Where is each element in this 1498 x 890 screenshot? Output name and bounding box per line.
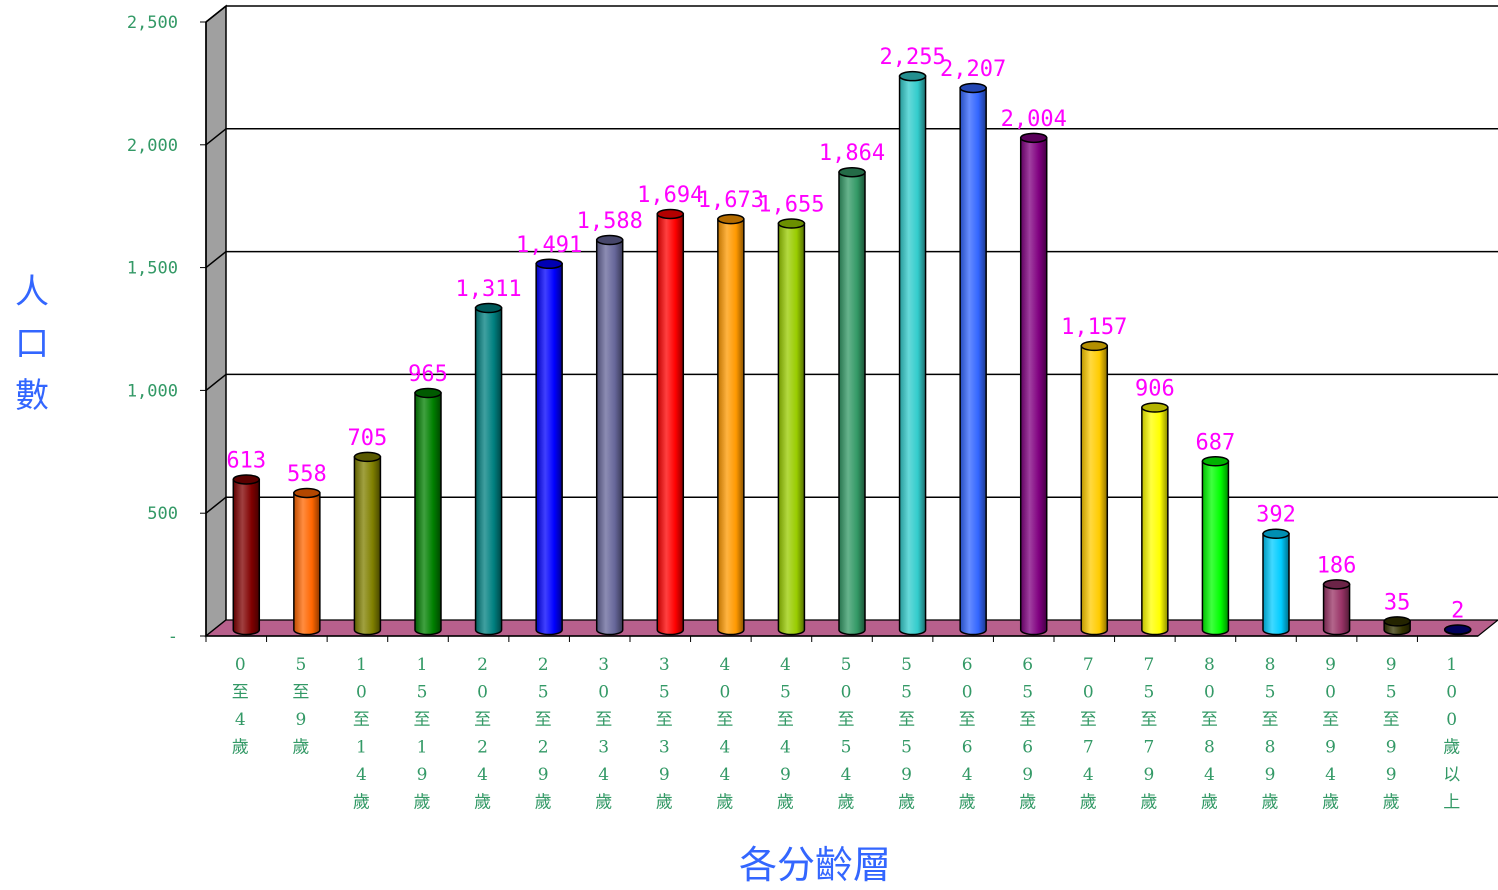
chart-back-wall xyxy=(205,4,227,638)
bar xyxy=(777,218,806,636)
data-label: 1,311 xyxy=(455,277,521,302)
gridline-side xyxy=(205,251,227,269)
bar xyxy=(1383,616,1411,636)
data-label: 613 xyxy=(226,448,266,473)
data-label: 1,588 xyxy=(577,209,643,234)
y-tick-label: - xyxy=(168,627,178,647)
bar xyxy=(1201,456,1230,636)
data-label: 705 xyxy=(348,426,388,451)
data-label: 1,673 xyxy=(698,188,764,213)
bar xyxy=(232,474,261,636)
bar xyxy=(353,451,382,636)
gridline-side xyxy=(205,5,227,23)
y-tick-label: 1,000 xyxy=(127,381,178,401)
y-tick-label: 500 xyxy=(147,504,178,524)
bar xyxy=(1141,402,1169,636)
bar xyxy=(1019,132,1048,636)
y-tick-label: 2,500 xyxy=(127,13,178,33)
data-label: 687 xyxy=(1196,430,1236,455)
gridline-side xyxy=(205,496,227,514)
y-axis-title-text: 人口數 xyxy=(15,272,49,416)
gridline-side xyxy=(205,128,227,146)
bar xyxy=(595,234,624,636)
bar xyxy=(959,82,987,636)
data-label: 2,255 xyxy=(879,45,945,70)
data-label: 1,694 xyxy=(637,183,703,208)
data-label: 2 xyxy=(1451,599,1464,624)
bar xyxy=(293,487,321,636)
data-label: 965 xyxy=(408,362,448,387)
data-label: 558 xyxy=(287,462,327,487)
bar xyxy=(474,302,503,636)
y-tick-label: 1,500 xyxy=(127,259,178,279)
data-label: 906 xyxy=(1135,376,1175,401)
bar xyxy=(414,387,442,636)
bar xyxy=(838,166,866,636)
data-label: 2,004 xyxy=(1001,107,1067,132)
bar xyxy=(717,213,745,636)
bars xyxy=(232,70,1472,636)
bar xyxy=(1322,579,1351,636)
y-axis-ticks: - 500 1,000 1,500 2,000 2,500 xyxy=(127,13,206,647)
x-category-label: 1 0 0 歲以上 xyxy=(1443,655,1460,813)
data-label: 2,207 xyxy=(940,57,1006,82)
y-tick-label: 2,000 xyxy=(127,136,178,156)
data-label: 1,864 xyxy=(819,141,885,166)
x-axis-title: 各分齡層 xyxy=(739,843,891,887)
data-label: 1,491 xyxy=(516,233,582,258)
data-label: 1,157 xyxy=(1061,315,1127,340)
bar xyxy=(1262,528,1290,636)
bar xyxy=(898,70,927,636)
bar xyxy=(1443,624,1472,636)
data-label: 392 xyxy=(1256,503,1296,528)
data-labels: 613 558 705 965 1,311 1,4911,5881,6941,6731,6… xyxy=(226,45,1464,623)
y-axis-title: 人口數 xyxy=(15,272,49,416)
bar xyxy=(535,258,563,636)
bar xyxy=(656,208,685,636)
side-wall xyxy=(205,4,227,638)
gridline-side xyxy=(205,373,227,391)
data-label: 1,655 xyxy=(758,193,824,218)
bar xyxy=(1080,340,1109,636)
data-label: 35 xyxy=(1384,590,1411,615)
x-axis-categories: 0 至 4 歲 5 至 9 歲 1 0 至 1 4 歲 1 5 至 1 9 歲 2 0 至 2 4 歲 2 5 至 2 9 歲 3 0 至 3 4 歲 3 5… xyxy=(205,636,1460,813)
data-label: 186 xyxy=(1317,553,1357,578)
